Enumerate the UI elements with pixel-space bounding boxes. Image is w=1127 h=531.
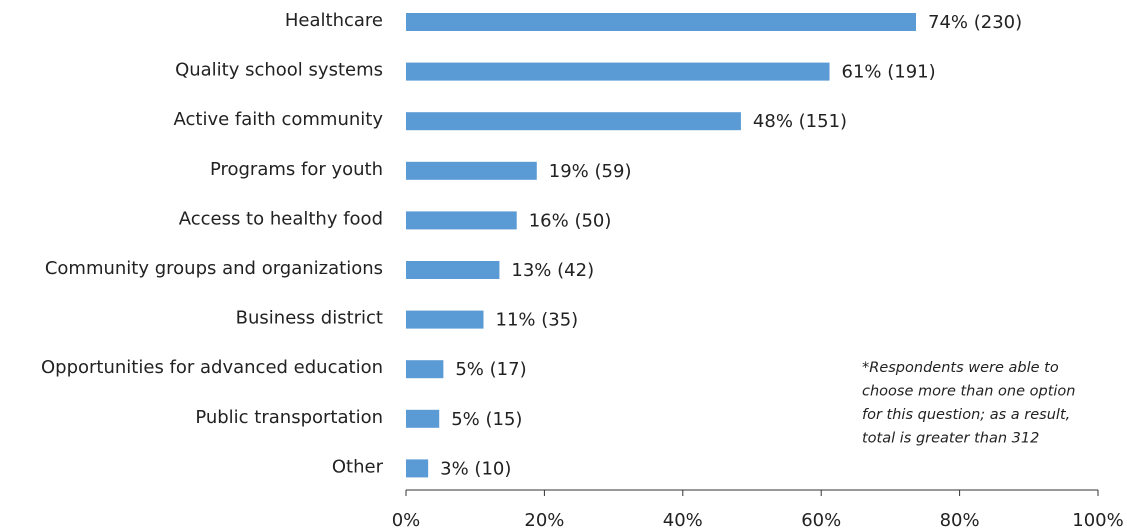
x-tick-label: 0% bbox=[392, 510, 421, 531]
y-tick-label: Access to healthy food bbox=[179, 208, 383, 229]
bar bbox=[406, 409, 440, 428]
value-label: 19% (59) bbox=[549, 161, 632, 182]
x-tick-label: 100% bbox=[1072, 510, 1123, 531]
y-tick-label: Public transportation bbox=[195, 407, 383, 428]
bar bbox=[406, 261, 500, 279]
y-tick-label: Other bbox=[332, 456, 384, 477]
y-tick-label: Active faith community bbox=[174, 109, 384, 130]
value-label: 16% (50) bbox=[529, 210, 612, 231]
value-label: 3% (10) bbox=[440, 458, 511, 479]
value-label: 74% (230) bbox=[928, 12, 1022, 33]
value-label: 5% (15) bbox=[451, 409, 522, 430]
bar bbox=[406, 62, 830, 81]
annotation: *Respondents were able to bbox=[862, 360, 1059, 376]
annotation: for this question; as a result, bbox=[862, 407, 1070, 423]
bar bbox=[406, 161, 537, 180]
bar bbox=[406, 112, 741, 131]
x-tick-label: 20% bbox=[524, 510, 564, 531]
x-tick-label: 40% bbox=[663, 510, 703, 531]
annotation: choose more than one option bbox=[862, 384, 1075, 400]
value-label: 48% (151) bbox=[753, 111, 847, 132]
annotation: total is greater than 312 bbox=[862, 431, 1039, 447]
x-tick-label: 80% bbox=[940, 510, 980, 531]
x-tick-label: 60% bbox=[801, 510, 841, 531]
y-tick-label: Opportunities for advanced education bbox=[41, 357, 383, 378]
bar bbox=[406, 13, 917, 31]
value-label: 13% (42) bbox=[511, 260, 594, 281]
value-label: 11% (35) bbox=[496, 310, 579, 331]
y-tick-label: Quality school systems bbox=[175, 60, 383, 81]
bar bbox=[406, 310, 484, 329]
y-tick-label: Business district bbox=[236, 308, 383, 329]
value-label: 61% (191) bbox=[842, 62, 936, 83]
bar bbox=[406, 211, 517, 230]
value-label: 5% (17) bbox=[455, 359, 526, 380]
y-tick-label: Programs for youth bbox=[210, 159, 383, 180]
bar bbox=[406, 360, 444, 379]
bar bbox=[406, 459, 429, 478]
y-tick-label: Healthcare bbox=[285, 10, 383, 31]
y-tick-label: Community groups and organizations bbox=[45, 258, 383, 279]
